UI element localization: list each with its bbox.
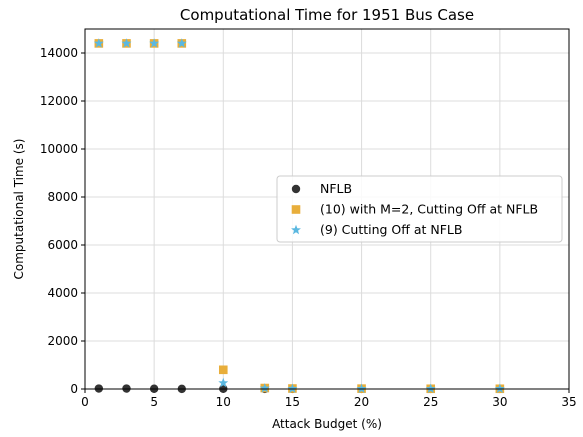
data-point-star (287, 383, 298, 393)
legend-label: (10) with M=2, Cutting Off at NFLB (320, 202, 538, 217)
legend-label: NFLB (320, 181, 352, 196)
legend-marker (291, 205, 301, 214)
plot-frame (84, 28, 570, 390)
y-tick-label: 14000 (40, 46, 78, 60)
data-point-star (494, 383, 505, 394)
data-point-star (259, 383, 270, 393)
data-point-star (218, 377, 229, 388)
y-axis-label: Computational Time (s) (12, 139, 26, 280)
data-point-star (425, 383, 436, 394)
data-point-star (121, 38, 132, 48)
y-tick-label: 12000 (40, 94, 78, 108)
x-tick-label: 20 (354, 395, 369, 409)
y-tick-label: 0 (70, 382, 78, 396)
y-tick-label: 2000 (47, 334, 78, 348)
x-axis-label: Attack Budget (%) (272, 417, 382, 431)
series-3 (93, 38, 505, 394)
x-tick-label: 30 (492, 395, 507, 409)
data-point-star (176, 38, 187, 48)
x-tick-label: 10 (216, 395, 231, 409)
x-tick-label: 25 (423, 395, 438, 409)
y-tick-label: 10000 (40, 142, 78, 156)
x-tick-label: 15 (285, 395, 300, 409)
data-point-star (93, 38, 104, 48)
y-tick-label: 6000 (47, 238, 78, 252)
legend-label: (9) Cutting Off at NFLB (320, 222, 462, 237)
legend: NFLB (10) with M=2, Cutting Off at NFLB (9… (276, 175, 563, 243)
y-tick-label: 4000 (47, 286, 78, 300)
legend-box (276, 175, 563, 243)
x-axis-ticks: 0 5 10 15 20 25 30 35 (81, 389, 577, 409)
x-tick-label: 35 (561, 395, 576, 409)
data-point-square (218, 365, 228, 375)
chart-title: Computational Time for 1951 Bus Case (180, 6, 474, 24)
data-point-star (149, 38, 160, 48)
legend-marker (291, 184, 301, 194)
y-axis-ticks: 0 2000 4000 6000 8000 10000 12000 14000 (40, 46, 85, 396)
y-tick-label: 8000 (47, 190, 78, 204)
legend-marker (291, 224, 301, 235)
x-tick-label: 0 (81, 395, 89, 409)
x-tick-label: 5 (150, 395, 158, 409)
data-point-star (356, 383, 367, 393)
